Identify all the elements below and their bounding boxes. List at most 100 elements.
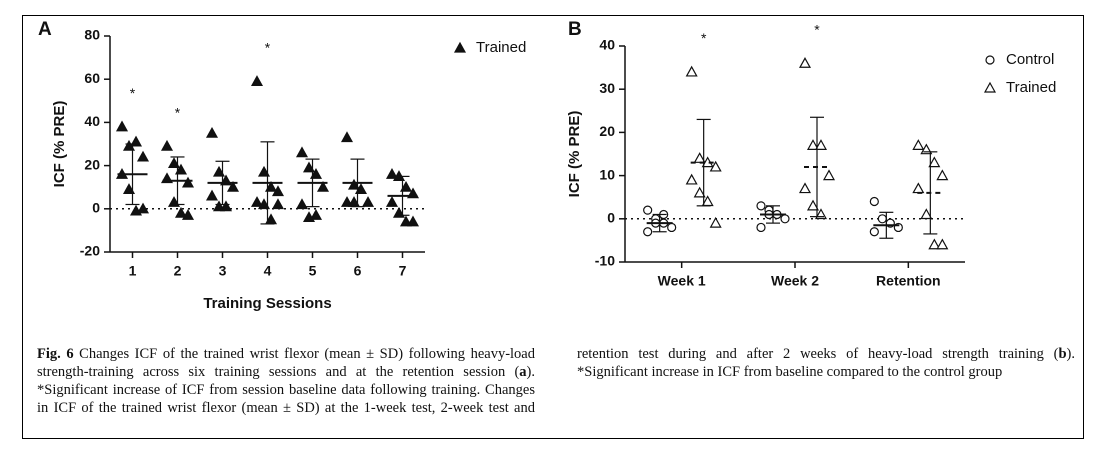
y-tick-label: 80 [84,27,100,43]
data-point [385,196,399,207]
data-point [798,182,812,194]
data-point [340,131,354,143]
y-tick-label: 40 [599,37,615,53]
data-point [928,156,941,168]
data-point [709,160,722,172]
data-point [181,209,195,220]
data-point [756,222,766,233]
panel-letter: A [38,19,52,40]
data-point [814,139,828,150]
data-point [302,161,316,173]
data-point [257,198,271,210]
y-tick-label: 20 [599,123,615,139]
data-point [295,198,309,210]
x-tick-label: 2 [174,263,182,279]
data-point [136,150,150,162]
legend-label: Trained [476,39,526,56]
data-point [822,169,836,181]
data-point [295,146,309,158]
data-point [257,165,271,177]
data-point [271,198,285,210]
y-tick-label: 0 [92,200,100,216]
caption-text: ). *Significant increase in ICF from bas… [577,346,1075,380]
significance: * [175,104,181,120]
y-tick-label: -20 [80,243,100,259]
caption-label: Fig. 6 [37,346,74,362]
data-point [309,168,323,179]
data-point [643,205,653,215]
data-point [136,202,150,214]
data-point [181,176,195,188]
data-point [912,182,925,194]
significance: * [265,40,271,56]
x-tick-label: Retention [876,273,941,289]
data-point [406,215,420,227]
data-point [160,139,174,151]
data-point [453,41,467,53]
data-point [361,196,375,207]
data-point [264,180,278,192]
legend-label: Control [1006,51,1054,68]
data-point [780,214,790,224]
caption-ref: a [519,364,527,380]
y-tick-label: 0 [607,210,615,226]
legend-label: Trained [1006,79,1056,96]
data-point [756,201,766,211]
significance: * [130,85,136,101]
data-point [936,169,949,181]
data-point [219,200,233,212]
figure-frame [22,15,1084,439]
data-point [693,186,706,198]
data-point [912,139,925,150]
y-tick-label: 60 [84,70,100,86]
y-axis-label: ICF (% PRE) [51,101,68,188]
data-point [877,214,887,224]
significance: * [701,30,707,46]
data-point [354,183,368,194]
data-point [399,180,413,192]
x-tick-label: 5 [309,263,317,279]
data-point [122,183,136,194]
y-tick-label: 20 [84,156,100,172]
data-point [685,173,698,185]
data-point [174,163,188,175]
data-point [667,222,677,233]
y-tick-label: 40 [84,113,100,129]
data-point [798,57,812,68]
data-point [174,206,188,218]
data-point [869,196,879,207]
data-point [920,208,933,220]
data-point [212,165,226,177]
data-point [399,215,413,227]
data-point [983,81,997,93]
x-tick-label: 1 [129,263,137,279]
caption-ref: b [1058,346,1067,362]
x-tick-label: 7 [399,263,407,279]
data-point [385,168,399,179]
data-point [869,227,879,237]
data-point [250,196,264,207]
y-tick-label: -10 [595,253,615,269]
panel-letter: B [568,19,582,40]
data-point [685,65,698,77]
caption: Fig. 6 Changes ICF of the trained wrist … [37,345,1075,435]
data-point [928,238,941,250]
data-point [250,75,264,86]
x-tick-label: Week 1 [658,273,706,289]
data-point [167,157,181,169]
x-tick-label: 4 [264,263,272,279]
y-axis-label: ICF (% PRE) [566,111,583,198]
y-tick-label: 10 [599,166,615,182]
x-tick-label: Week 2 [771,273,819,289]
caption-text: ). *Significant increase of ICF from ses… [37,346,1059,416]
caption-text: Changes ICF of the trained wrist flexor … [37,346,535,380]
data-point [205,189,219,201]
data-point [205,126,219,138]
data-point [347,178,361,190]
y-tick-label: 30 [599,80,615,96]
data-point [340,196,354,207]
x-axis-label: Training Sessions [203,295,331,312]
data-point [309,209,323,220]
